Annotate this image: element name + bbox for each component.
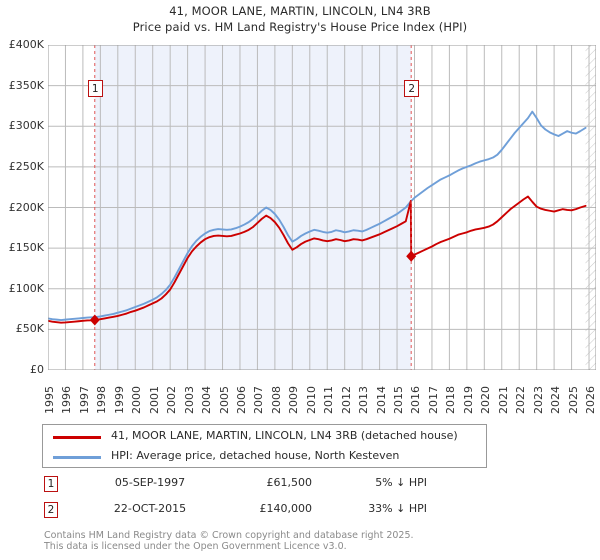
txn-price: £61,500 <box>266 476 313 489</box>
x-axis-tick-label: 2023 <box>531 386 545 414</box>
txn-index-badge: 1 <box>44 476 58 492</box>
y-axis-tick-label: £250K <box>8 159 44 173</box>
x-axis-tick-label: 1996 <box>60 386 74 414</box>
marker-lines-layer <box>89 45 417 370</box>
x-axis-tick-label: 2026 <box>584 386 598 414</box>
chart-legend: 41, MOOR LANE, MARTIN, LINCOLN, LN4 3RB … <box>42 424 487 468</box>
x-axis-tick-label: 2003 <box>182 386 196 414</box>
x-axis-tick-label: 2021 <box>496 386 510 414</box>
table-row[interactable]: 1 05-SEP-1997 £61,500 5% ↓ HPI <box>42 474 487 500</box>
y-axis-tick-label: £300K <box>8 119 44 133</box>
y-axis-tick-label: £400K <box>8 38 44 51</box>
chart-svg <box>48 45 596 370</box>
page-subtitle: Price paid vs. HM Land Registry's House … <box>132 20 468 34</box>
x-axis-tick-label: 1995 <box>43 386 56 414</box>
footer-line-licence: This data is licensed under the Open Gov… <box>44 541 347 552</box>
x-axis-tick-label: 2005 <box>217 386 231 414</box>
x-axis-tick-label: 2015 <box>392 386 406 414</box>
y-axis-tick-label: £100K <box>8 281 44 295</box>
txn-index-badge: 2 <box>44 502 58 518</box>
x-axis-tick-label: 2004 <box>200 386 214 414</box>
x-axis-tick-label: 2017 <box>426 386 440 414</box>
x-axis-tick-label: 2011 <box>322 386 336 414</box>
transactions-table: 1 05-SEP-1997 £61,500 5% ↓ HPI 2 22-OCT-… <box>42 474 487 526</box>
x-axis-tick-label: 2009 <box>287 386 301 414</box>
legend-label-price-paid: 41, MOOR LANE, MARTIN, LINCOLN, LN4 3RB … <box>111 429 458 442</box>
x-axis-tick-label: 2001 <box>147 386 161 414</box>
legend-swatch-price-paid <box>53 436 101 439</box>
gridlines-layer <box>48 45 596 370</box>
x-axis-tick-label: 1998 <box>95 386 109 414</box>
txn-hpi-delta: 33% ↓ HPI <box>368 502 427 515</box>
legend-entry-hpi: HPI: Average price, detached house, Nort… <box>43 446 486 468</box>
legend-swatch-hpi <box>53 456 101 459</box>
x-axis-tick-label: 2025 <box>566 386 580 414</box>
chart-title-block: 41, MOOR LANE, MARTIN, LINCOLN, LN4 3RB … <box>0 3 600 35</box>
legend-entry-price-paid: 41, MOOR LANE, MARTIN, LINCOLN, LN4 3RB … <box>43 426 486 448</box>
chart-marker-flag-2[interactable]: 2 <box>404 80 420 97</box>
chart-marker-flag-1[interactable]: 1 <box>87 80 103 97</box>
x-axis-tick-label: 2006 <box>234 386 248 414</box>
x-axis-tick-label: 2002 <box>165 386 179 414</box>
footer-line-copyright: Contains HM Land Registry data © Crown c… <box>44 530 414 541</box>
x-axis-tick-label: 2010 <box>304 386 318 414</box>
series-layer <box>48 110 587 324</box>
chart-plot-area[interactable] <box>48 45 596 370</box>
y-axis-tick-label: £350K <box>8 78 44 92</box>
x-axis-tick-label: 1997 <box>77 386 91 414</box>
x-axis-tick-label: 2019 <box>461 386 475 414</box>
x-axis-tick-label: 2024 <box>549 386 563 414</box>
txn-date: 05-SEP-1997 <box>114 476 186 489</box>
x-axis-tick-label: 2018 <box>444 386 458 414</box>
x-axis-tick-label: 1999 <box>112 386 126 414</box>
y-axis-tick-label: £150K <box>8 241 44 255</box>
x-axis-tick-label: 2007 <box>252 386 266 414</box>
txn-date: 22-OCT-2015 <box>113 502 187 515</box>
page-title: 41, MOOR LANE, MARTIN, LINCOLN, LN4 3RB <box>169 4 431 18</box>
x-axis-tick-label: 2000 <box>130 386 144 414</box>
x-axis-tick-label: 2016 <box>409 386 423 414</box>
y-axis-tick-label: £50K <box>15 322 44 336</box>
x-axis-tick-label: 2020 <box>479 386 493 414</box>
x-axis-tick-label: 2022 <box>514 386 528 414</box>
x-axis-tick-label: 2008 <box>269 386 283 414</box>
x-axis-tick-label: 2012 <box>339 386 353 414</box>
y-axis-tick-label: £200K <box>8 200 44 214</box>
y-axis-tick-label: £0 <box>30 363 44 376</box>
legend-label-hpi: HPI: Average price, detached house, Nort… <box>111 449 400 462</box>
txn-price: £140,000 <box>259 502 313 515</box>
x-axis-tick-label: 2014 <box>374 386 388 414</box>
txn-hpi-delta: 5% ↓ HPI <box>375 476 427 489</box>
footer-attribution: Contains HM Land Registry data © Crown c… <box>44 530 564 552</box>
x-axis-tick-label: 2013 <box>357 386 371 414</box>
table-row[interactable]: 2 22-OCT-2015 £140,000 33% ↓ HPI <box>42 500 487 526</box>
